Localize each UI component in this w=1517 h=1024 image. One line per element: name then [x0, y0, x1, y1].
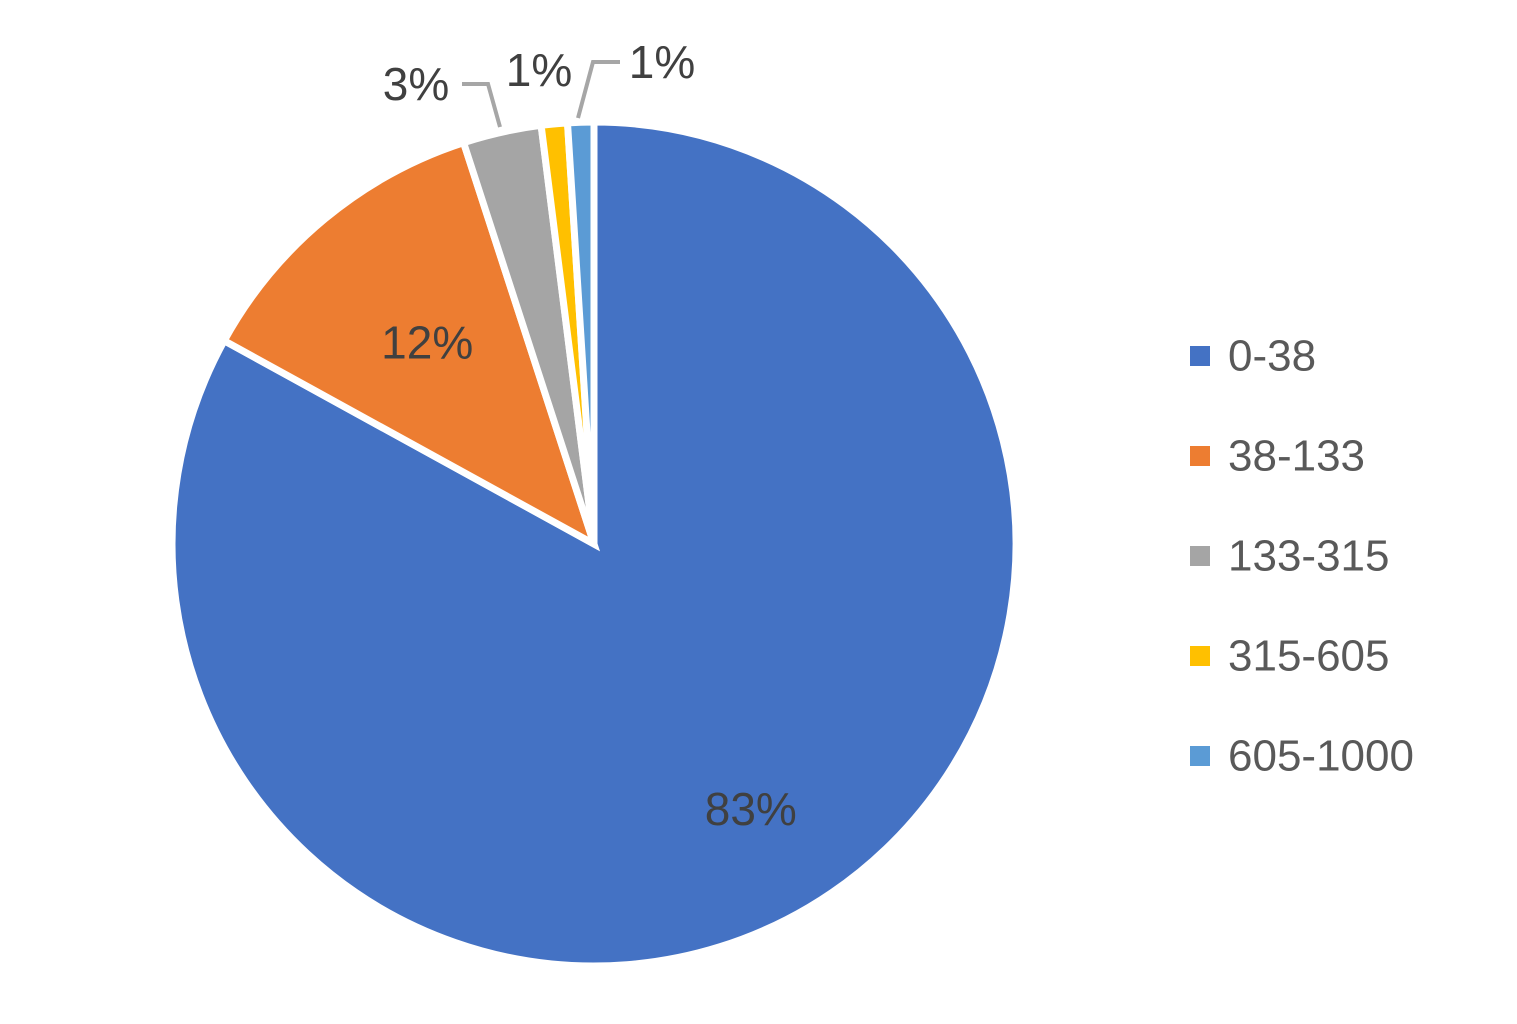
- pie-slice-605-1000: [563, 118, 598, 545]
- legend-label-605-1000: 605-1000: [1228, 732, 1414, 781]
- legend: 0-38 38-133 133-315 315-605 605-1000: [1190, 332, 1414, 781]
- pie-slices: [168, 118, 1020, 970]
- leader-lines: [462, 60, 620, 128]
- data-label-605-1000: 1%: [629, 36, 695, 88]
- leader-line-605-1000: [576, 60, 620, 119]
- legend-label-133-315: 133-315: [1228, 532, 1389, 581]
- data-label-0-38: 83%: [705, 783, 797, 835]
- legend-swatch-133-315: [1190, 546, 1210, 566]
- data-label-133-315: 3%: [383, 58, 449, 110]
- data-label-315-605: 1%: [506, 44, 572, 96]
- legend-label-0-38: 0-38: [1228, 332, 1316, 381]
- leader-line-133-315: [462, 82, 502, 128]
- legend-swatch-605-1000: [1190, 746, 1210, 766]
- data-label-38-133: 12%: [381, 316, 473, 368]
- legend-swatch-38-133: [1190, 446, 1210, 466]
- data-labels: 83% 12% 3% 1% 1%: [381, 36, 797, 835]
- legend-swatch-0-38: [1190, 346, 1210, 366]
- legend-swatch-315-605: [1190, 646, 1210, 666]
- legend-label-38-133: 38-133: [1228, 432, 1365, 481]
- pie-slice-38-133: [219, 138, 601, 552]
- legend-label-315-605: 315-605: [1228, 632, 1389, 681]
